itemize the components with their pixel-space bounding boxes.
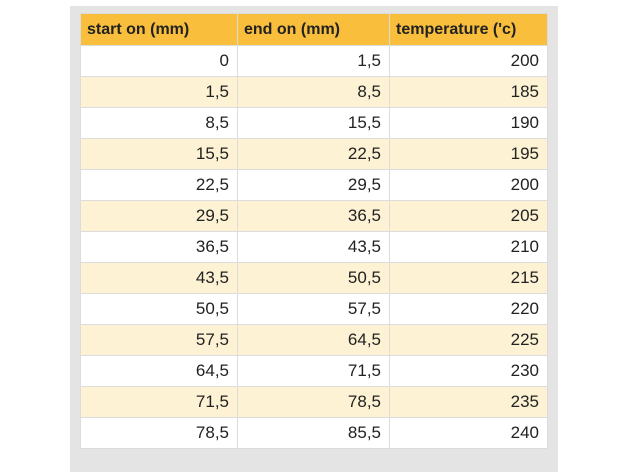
table-row: 50,5 57,5 220 [80,293,548,325]
header-cell: temperature ('c) [389,13,548,46]
table-row: 71,5 78,5 235 [80,386,548,418]
table-row: 57,5 64,5 225 [80,324,548,356]
table-cell: 210 [389,231,548,263]
table-cell: 43,5 [80,262,238,294]
table-cell: 230 [389,355,548,387]
table-row: 43,5 50,5 215 [80,262,548,294]
table-cell: 64,5 [237,324,390,356]
table-cell: 78,5 [237,386,390,418]
table-cell: 235 [389,386,548,418]
table-cell: 15,5 [80,138,238,170]
table-cell: 64,5 [80,355,238,387]
table-row: 0 1,5 200 [80,45,548,77]
table-row: 8,5 15,5 190 [80,107,548,139]
table-row: 36,5 43,5 210 [80,231,548,263]
table-row: 29,5 36,5 205 [80,200,548,232]
table-cell: 200 [389,45,548,77]
table-cell: 50,5 [237,262,390,294]
table-cell: 50,5 [80,293,238,325]
header-cell: start on (mm) [80,13,238,46]
table-cell: 240 [389,417,548,449]
table-cell: 22,5 [80,169,238,201]
table-cell: 36,5 [237,200,390,232]
table-cell: 1,5 [237,45,390,77]
table-cell: 215 [389,262,548,294]
table-cell: 1,5 [80,76,238,108]
table-cell: 225 [389,324,548,356]
table-cell: 71,5 [80,386,238,418]
table-cell: 8,5 [80,107,238,139]
table-cell: 200 [389,169,548,201]
table-cell: 57,5 [80,324,238,356]
table-cell: 195 [389,138,548,170]
table-cell: 190 [389,107,548,139]
table-body: 0 1,5 200 1,5 8,5 185 8,5 15,5 190 15,5 22,5 195 22,… [80,45,548,449]
table-cell: 29,5 [80,200,238,232]
table-cell: 29,5 [237,169,390,201]
header-row: start on (mm) end on (mm) temperature ('c) [80,13,548,46]
table-cell: 220 [389,293,548,325]
table-cell: 36,5 [80,231,238,263]
data-table: start on (mm) end on (mm) temperature ('c)… [80,13,548,449]
table-row: 22,5 29,5 200 [80,169,548,201]
header-cell: end on (mm) [237,13,390,46]
table-cell: 78,5 [80,417,238,449]
table-cell: 22,5 [237,138,390,170]
table-cell: 57,5 [237,293,390,325]
table-cell: 85,5 [237,417,390,449]
table-row: 15,5 22,5 195 [80,138,548,170]
table-row: 78,5 85,5 240 [80,417,548,449]
table-cell: 15,5 [237,107,390,139]
table-cell: 8,5 [237,76,390,108]
table-row: 1,5 8,5 185 [80,76,548,108]
table-cell: 205 [389,200,548,232]
table-row: 64,5 71,5 230 [80,355,548,387]
table-cell: 71,5 [237,355,390,387]
table-cell: 43,5 [237,231,390,263]
table-cell: 0 [80,45,238,77]
table-cell: 185 [389,76,548,108]
